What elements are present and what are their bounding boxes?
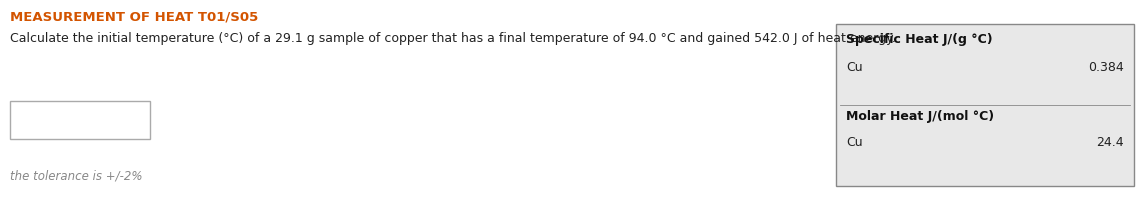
Text: Cu: Cu [846, 61, 862, 74]
Text: the tolerance is +/-2%: the tolerance is +/-2% [10, 169, 142, 182]
Text: Calculate the initial temperature (°C) of a 29.1 g sample of copper that has a f: Calculate the initial temperature (°C) o… [10, 32, 895, 45]
Text: 24.4: 24.4 [1096, 135, 1124, 148]
Bar [10, 101, 150, 139]
Text: Cu: Cu [846, 135, 862, 148]
Text: Specific Heat J/(g °C): Specific Heat J/(g °C) [846, 33, 993, 46]
Text: MEASUREMENT OF HEAT T01/S05: MEASUREMENT OF HEAT T01/S05 [10, 10, 258, 23]
Text: Molar Heat J/(mol °C): Molar Heat J/(mol °C) [846, 109, 994, 122]
Text: 0.384: 0.384 [1088, 61, 1124, 74]
Bar [836, 25, 1134, 186]
